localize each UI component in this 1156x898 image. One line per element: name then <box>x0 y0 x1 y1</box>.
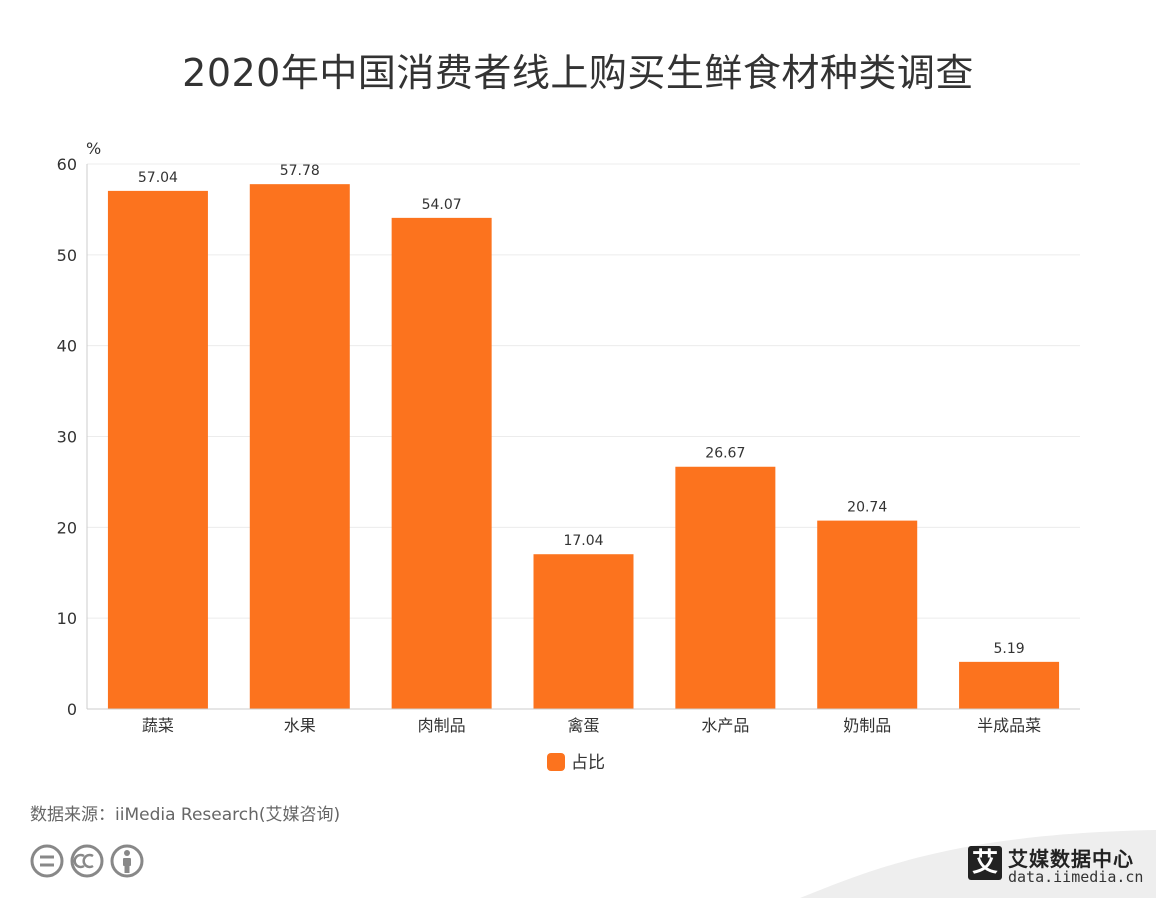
cc-icon <box>70 844 104 878</box>
bar-chart: 57.04 57.78 54.07 17.04 26.67 20.74 5.19 0 10 20… <box>57 139 1080 773</box>
y-tick-label: 40 <box>57 337 77 356</box>
bar <box>675 466 776 709</box>
data-label: 5.19 <box>993 641 1024 657</box>
legend: 占比 <box>547 753 605 773</box>
legend-swatch <box>547 753 565 771</box>
logo-url: data.iimedia.cn <box>1008 868 1144 886</box>
bar <box>391 217 492 709</box>
bar <box>533 554 634 709</box>
person-icon <box>110 844 144 878</box>
bar <box>107 190 208 710</box>
data-label: 54.07 <box>422 197 462 213</box>
data-label: 17.04 <box>563 533 603 549</box>
bar <box>817 520 918 709</box>
y-tick-label: 60 <box>57 155 77 174</box>
bar <box>959 661 1060 709</box>
logo-name: 艾媒数据中心 <box>1008 847 1134 871</box>
legend-label: 占比 <box>571 753 605 773</box>
bars <box>107 184 1060 710</box>
y-axis-unit: % <box>86 139 101 158</box>
data-label: 57.78 <box>280 163 320 179</box>
chart-title: 2020年中国消费者线上购买生鲜食材种类调查 <box>182 51 974 95</box>
logo-area: 艾 艾媒数据中心 data.iimedia.cn <box>760 826 1156 898</box>
equals-icon <box>30 844 64 878</box>
x-tick-label: 水果 <box>284 716 316 735</box>
y-tick-label: 30 <box>57 428 77 447</box>
data-label: 20.74 <box>847 500 887 516</box>
logo-mark: 艾 <box>968 846 1002 880</box>
data-labels: 57.04 57.78 54.07 17.04 26.67 20.74 5.19 <box>138 163 1025 657</box>
x-tick-label: 肉制品 <box>418 716 466 735</box>
x-tick-label: 水产品 <box>701 716 749 735</box>
data-label: 26.67 <box>705 446 745 462</box>
x-tick-label: 禽蛋 <box>567 716 599 735</box>
y-tick-label: 0 <box>67 700 77 719</box>
x-tick-label: 蔬菜 <box>142 716 174 735</box>
grid-lines <box>87 163 1080 619</box>
y-tick-label: 50 <box>57 246 77 265</box>
x-tick-label: 半成品菜 <box>977 716 1041 735</box>
bar <box>249 184 350 710</box>
y-tick-label: 20 <box>57 518 77 537</box>
data-label: 57.04 <box>138 170 178 186</box>
x-tick-label: 奶制品 <box>843 716 891 735</box>
y-tick-label: 10 <box>57 609 77 628</box>
axes: 0 10 20 30 40 50 60% 蔬菜 水果 肉制品 禽蛋 水产品 奶制品 半成品菜 <box>57 139 1080 735</box>
source-note: 数据来源：iiMedia Research(艾媒咨询) <box>30 805 341 825</box>
license-icons <box>30 844 144 878</box>
